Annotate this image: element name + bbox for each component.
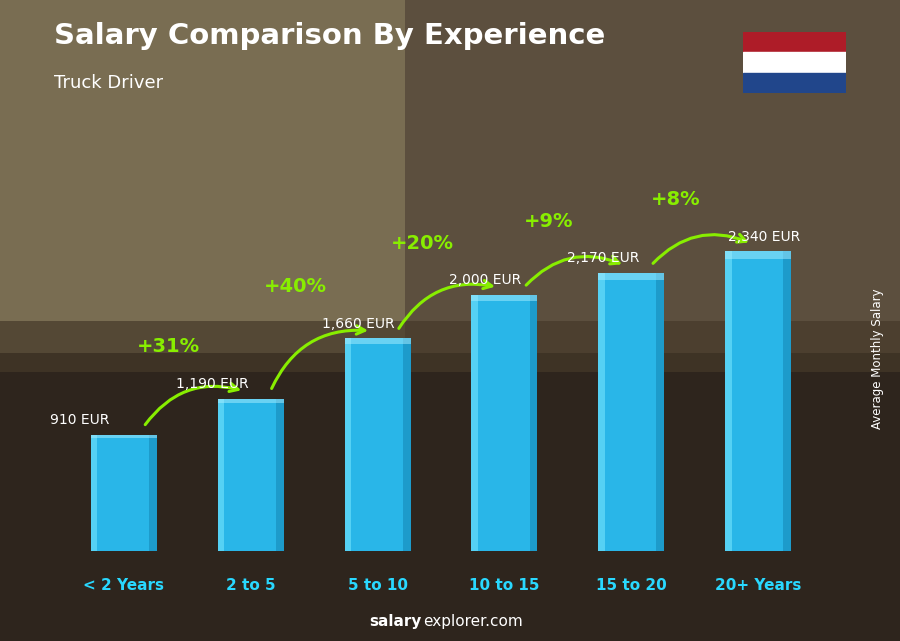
- Text: 910 EUR: 910 EUR: [50, 413, 109, 427]
- Bar: [598, 273, 605, 551]
- Text: < 2 Years: < 2 Years: [84, 578, 165, 593]
- Bar: [91, 435, 97, 551]
- Text: salary: salary: [369, 615, 421, 629]
- Text: 1,190 EUR: 1,190 EUR: [176, 377, 249, 391]
- Bar: [405, 0, 900, 353]
- Text: 2,000 EUR: 2,000 EUR: [449, 273, 521, 287]
- Text: 2,170 EUR: 2,170 EUR: [567, 251, 640, 265]
- Text: 20+ Years: 20+ Years: [715, 578, 801, 593]
- Bar: [783, 251, 791, 551]
- Bar: [218, 399, 224, 551]
- Text: 2 to 5: 2 to 5: [226, 578, 275, 593]
- Bar: [275, 399, 284, 551]
- Bar: [472, 295, 537, 301]
- Bar: [148, 435, 157, 551]
- Text: 2,340 EUR: 2,340 EUR: [728, 229, 801, 244]
- Bar: [742, 32, 846, 53]
- Bar: [472, 295, 478, 551]
- FancyBboxPatch shape: [725, 251, 791, 551]
- Bar: [345, 338, 351, 551]
- Bar: [402, 338, 410, 551]
- Text: Salary Comparison By Experience: Salary Comparison By Experience: [54, 22, 605, 51]
- Text: 10 to 15: 10 to 15: [469, 578, 540, 593]
- Bar: [725, 251, 732, 551]
- Text: 15 to 20: 15 to 20: [596, 578, 667, 593]
- Bar: [742, 53, 846, 72]
- Text: 5 to 10: 5 to 10: [347, 578, 408, 593]
- Bar: [0, 320, 900, 372]
- FancyBboxPatch shape: [472, 295, 537, 551]
- Text: +20%: +20%: [391, 233, 454, 253]
- FancyBboxPatch shape: [218, 399, 284, 551]
- Bar: [598, 273, 664, 280]
- Text: explorer.com: explorer.com: [423, 615, 523, 629]
- Bar: [0, 0, 405, 353]
- Text: Average Monthly Salary: Average Monthly Salary: [871, 288, 884, 429]
- Bar: [0, 353, 900, 641]
- Text: +31%: +31%: [137, 337, 200, 356]
- Bar: [725, 251, 791, 259]
- Bar: [91, 435, 157, 438]
- Text: +40%: +40%: [264, 277, 327, 296]
- Bar: [218, 399, 284, 403]
- Bar: [656, 273, 664, 551]
- FancyBboxPatch shape: [598, 273, 664, 551]
- Text: 1,660 EUR: 1,660 EUR: [322, 317, 395, 331]
- Bar: [742, 72, 846, 93]
- FancyBboxPatch shape: [345, 338, 410, 551]
- Bar: [529, 295, 537, 551]
- Text: +8%: +8%: [651, 190, 700, 209]
- Text: Truck Driver: Truck Driver: [54, 74, 163, 92]
- Text: +9%: +9%: [524, 212, 573, 231]
- Bar: [345, 338, 410, 344]
- FancyBboxPatch shape: [91, 435, 157, 551]
